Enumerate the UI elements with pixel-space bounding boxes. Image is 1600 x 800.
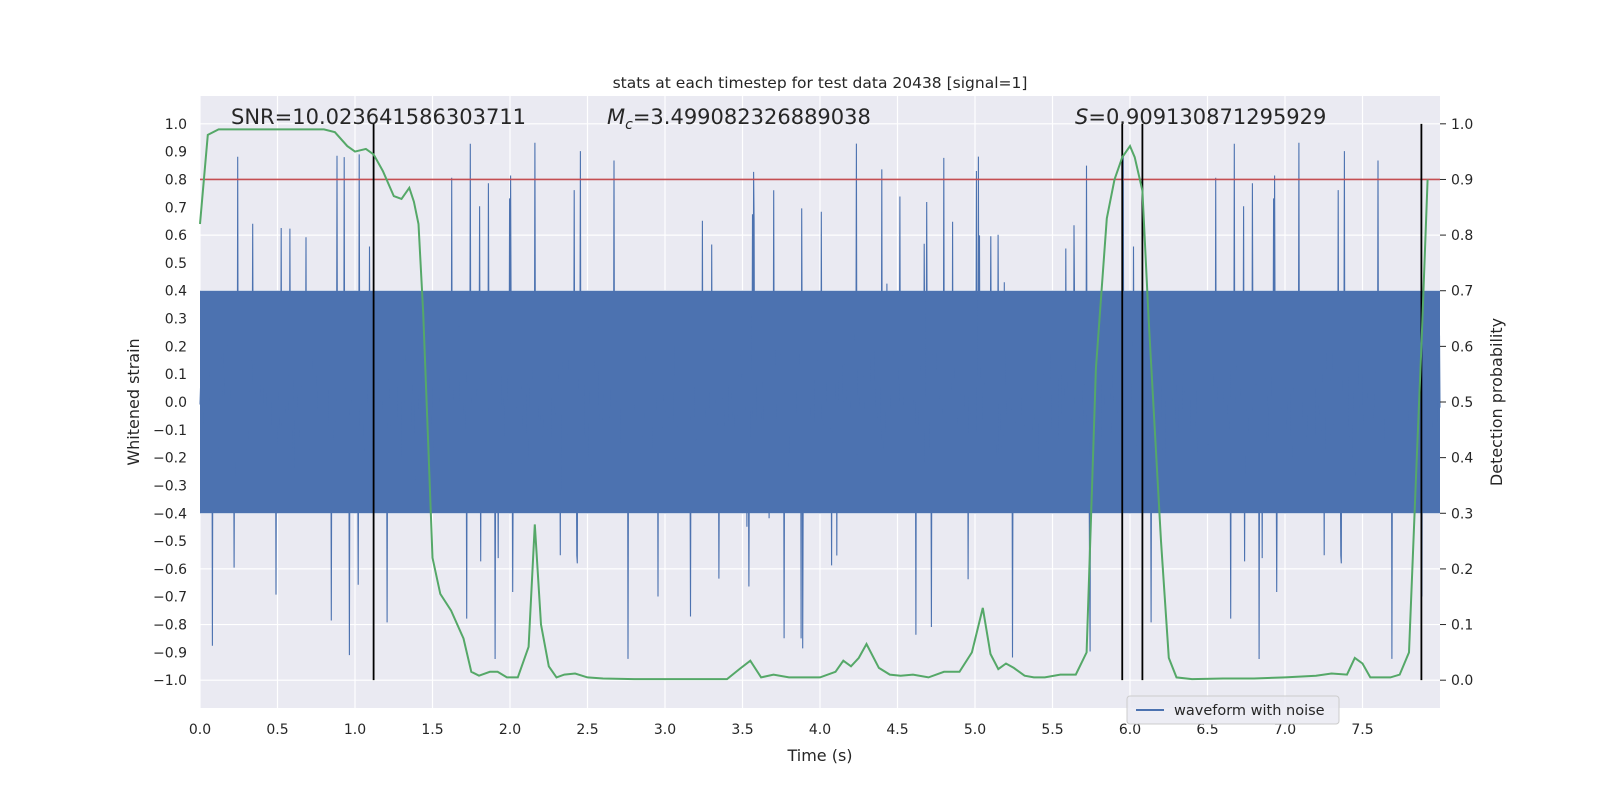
x-tick-label: 2.5 xyxy=(576,722,598,738)
y-left-tick-label: −0.7 xyxy=(153,590,187,606)
y-left-tick-label: 0.6 xyxy=(165,228,187,244)
y-left-tick-labels: 1.0 0.9 0.8 0.7 0.6 0.5 0.4 0.3 0.2 0.1 0.0 −0.1 −0.… xyxy=(153,117,187,689)
snr-annotation: SNR=10.023641586303711 xyxy=(231,105,526,129)
y-left-tick-label: 0.9 xyxy=(165,145,187,161)
x-tick-label: 3.5 xyxy=(731,722,753,738)
y-right-tick-label: 0.6 xyxy=(1451,339,1473,355)
detection-probability-line xyxy=(199,128,1429,681)
waveform-series xyxy=(199,142,1441,660)
x-tick-label: 7.5 xyxy=(1351,722,1373,738)
y-left-tick-label: 1.0 xyxy=(165,117,187,133)
x-tick-label: 0.5 xyxy=(266,722,288,738)
y-right-tick-label: 0.2 xyxy=(1451,562,1473,578)
y-right-tick-label: 0.8 xyxy=(1451,228,1473,244)
x-tick-label: 6.5 xyxy=(1196,722,1218,738)
legend-label: waveform with noise xyxy=(1174,703,1325,719)
y-left-tick-label: 0.3 xyxy=(165,312,187,328)
y-right-tick-labels: 1.0 0.9 0.8 0.7 0.6 0.5 0.4 0.3 0.2 0.1 0.0 xyxy=(1440,117,1473,689)
y-left-tick-label: 0.2 xyxy=(165,339,187,355)
legend-box xyxy=(1126,695,1340,725)
y-left-tick-label: −0.3 xyxy=(153,478,187,494)
vertical-markers xyxy=(372,123,1423,681)
y-left-tick-label: −1.0 xyxy=(153,673,187,689)
x-tick-label: 7.0 xyxy=(1274,722,1296,738)
y-right-tick-label: 0.7 xyxy=(1451,284,1473,300)
y-left-tick-label: −0.2 xyxy=(153,451,187,467)
y-right-tick-label: 1.0 xyxy=(1451,117,1473,133)
x-tick-label: 0.0 xyxy=(189,722,211,738)
y-right-axis-label: Detection probability xyxy=(1487,318,1506,486)
y-left-tick-label: −0.4 xyxy=(153,506,187,522)
chart-title: stats at each timestep for test data 204… xyxy=(613,74,1028,92)
y-right-tick-label: 0.0 xyxy=(1451,673,1473,689)
y-right-tick-label: 0.5 xyxy=(1451,395,1473,411)
y-right-tick-label: 0.1 xyxy=(1451,618,1473,634)
chirp-mass-annotation: Mc=3.499082326889038 xyxy=(607,105,871,133)
y-left-tick-label: 0.7 xyxy=(165,200,187,216)
waveform-trace xyxy=(199,142,1441,660)
x-axis-label: Time (s) xyxy=(786,746,852,765)
y-left-tick-label: −0.6 xyxy=(153,562,187,578)
y-left-axis-label: Whitened strain xyxy=(124,338,143,465)
y-left-tick-label: 0.1 xyxy=(165,367,187,383)
y-right-tick-label: 0.9 xyxy=(1451,172,1473,188)
s-annotation: S=0.909130871295929 xyxy=(1075,105,1326,129)
y-left-tick-label: −0.8 xyxy=(153,618,187,634)
y-left-tick-label: 0.8 xyxy=(165,172,187,188)
y-right-tick-label: 0.4 xyxy=(1451,451,1473,467)
x-tick-labels: 0.0 0.5 1.0 1.5 2.0 2.5 3.0 3.5 4.0 4.5 5.0 5.5 6.0 6… xyxy=(189,722,1374,738)
x-tick-label: 5.5 xyxy=(1041,722,1063,738)
x-tick-label: 1.5 xyxy=(421,722,443,738)
legend: waveform with noise xyxy=(1126,695,1340,725)
x-tick-label: 4.5 xyxy=(886,722,908,738)
y-right-tick-label: 0.3 xyxy=(1451,506,1473,522)
x-tick-label: 5.0 xyxy=(964,722,986,738)
x-tick-label: 4.0 xyxy=(809,722,831,738)
y-left-tick-label: −0.9 xyxy=(153,645,187,661)
x-tick-label: 6.0 xyxy=(1119,722,1141,738)
y-left-tick-label: −0.1 xyxy=(153,423,187,439)
x-tick-label: 1.0 xyxy=(344,722,366,738)
y-left-tick-label: −0.5 xyxy=(153,534,187,550)
y-left-tick-label: 0.0 xyxy=(165,395,187,411)
x-tick-label: 2.0 xyxy=(499,722,521,738)
x-tick-label: 3.0 xyxy=(654,722,676,738)
y-left-tick-label: 0.4 xyxy=(165,284,187,300)
y-left-tick-label: 0.5 xyxy=(165,256,187,272)
